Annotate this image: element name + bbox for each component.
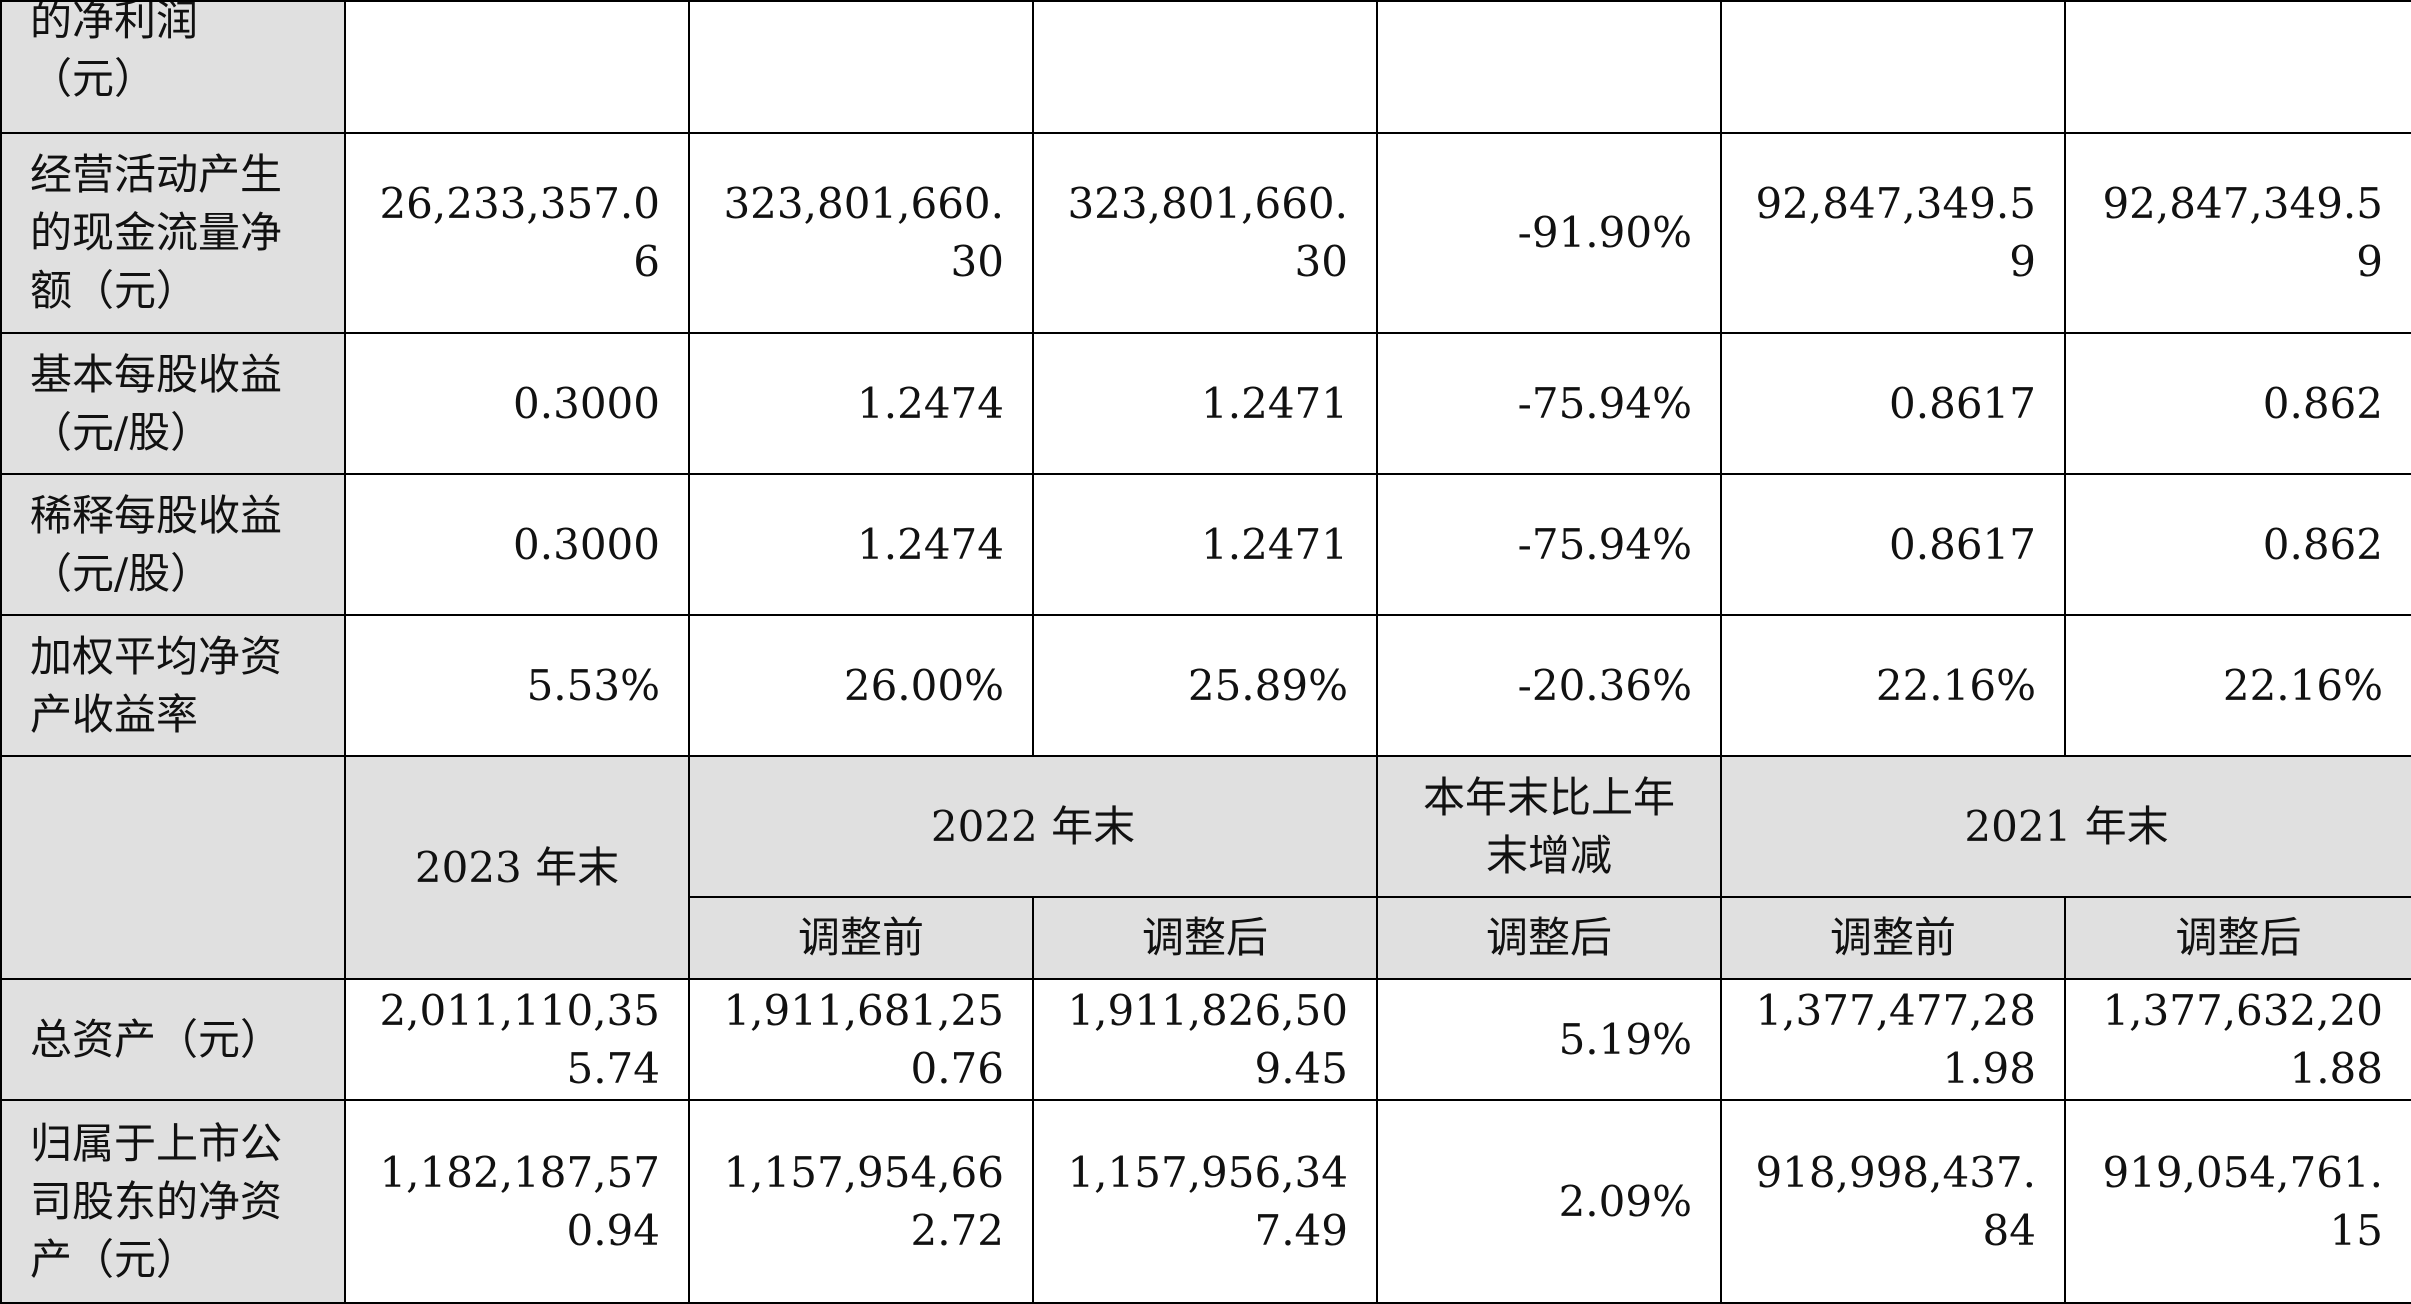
table-cell: -75.94% xyxy=(1376,473,1722,616)
header-2022-before-adjust: 调整前 xyxy=(688,896,1034,980)
table-cell: 323,801,660. 30 xyxy=(688,132,1034,334)
table-cell: 1,911,681,25 0.76 xyxy=(688,978,1034,1101)
header-2023-end: 2023 年末 xyxy=(344,755,690,980)
table-cell: 1.2471 xyxy=(1032,332,1378,475)
row-label: 稀释每股收益 （元/股） xyxy=(0,473,346,616)
table-cell: 0.8617 xyxy=(1720,332,2066,475)
header-2022-end: 2022 年末 xyxy=(688,755,1378,898)
table-cell xyxy=(1376,0,1722,134)
table-cell: 918,998,437. 84 xyxy=(1720,1099,2066,1304)
table-row: 归属于上市公 司股东的净资 产（元） 1,182,187,57 0.94 1,1… xyxy=(0,1099,2411,1304)
table-row: 加权平均净资 产收益率 5.53% 26.00% 25.89% -20.36% … xyxy=(0,614,2411,757)
table-cell: 0.8617 xyxy=(1720,473,2066,616)
table-cell: 0.862 xyxy=(2064,332,2411,475)
table-cell: 1.2474 xyxy=(688,473,1034,616)
table-cell xyxy=(344,0,690,134)
table-cell: -20.36% xyxy=(1376,614,1722,757)
table-cell: 2.09% xyxy=(1376,1099,1722,1304)
table-row: 总资产（元） 2,011,110,35 5.74 1,911,681,25 0.… xyxy=(0,978,2411,1101)
table-cell: 1,157,956,34 7.49 xyxy=(1032,1099,1378,1304)
table-cell: 22.16% xyxy=(2064,614,2411,757)
header-2021-end: 2021 年末 xyxy=(1720,755,2411,898)
table-cell: 0.862 xyxy=(2064,473,2411,616)
row-label: 归属于上市公 司股东的净资 产（元） xyxy=(0,1099,346,1304)
table-cell: 919,054,761. 15 xyxy=(2064,1099,2411,1304)
table-cell: 1,377,477,28 1.98 xyxy=(1720,978,2066,1101)
table-cell: 1.2471 xyxy=(1032,473,1378,616)
table-cell xyxy=(688,0,1034,134)
header-2022-after-adjust: 调整后 xyxy=(1032,896,1378,980)
table-cell: 26,233,357.0 6 xyxy=(344,132,690,334)
table-cell xyxy=(2064,0,2411,134)
table-cell: 1,377,632,20 1.88 xyxy=(2064,978,2411,1101)
header-2021-before-adjust: 调整前 xyxy=(1720,896,2066,980)
subheader-row: 调整前 调整后 调整后 调整前 调整后 xyxy=(1,896,2411,980)
table-cell xyxy=(1032,0,1378,134)
table-cell: 2,011,110,35 5.74 xyxy=(344,978,690,1101)
header-change-after-adjust: 调整后 xyxy=(1376,896,1722,980)
table-row: 稀释每股收益 （元/股） 0.3000 1.2474 1.2471 -75.94… xyxy=(0,473,2411,616)
row-label: 总资产（元） xyxy=(0,978,346,1101)
header-change: 本年末比上年 末增减 xyxy=(1376,755,1722,898)
table-cell: 1.2474 xyxy=(688,332,1034,475)
table-cell: 25.89% xyxy=(1032,614,1378,757)
table-cell: -91.90% xyxy=(1376,132,1722,334)
table-row: 基本每股收益 （元/股） 0.3000 1.2474 1.2471 -75.94… xyxy=(0,332,2411,475)
row-label: 经营活动产生 的现金流量净 额（元） xyxy=(0,132,346,334)
header-2021-after-adjust: 调整后 xyxy=(2064,896,2411,980)
table-cell: 92,847,349.5 9 xyxy=(2064,132,2411,334)
table-cell: 22.16% xyxy=(1720,614,2066,757)
header-row: 2023 年末 2022 年末 本年末比上年 末增减 2021 年末 xyxy=(0,755,2411,980)
header-blank-cell xyxy=(0,755,346,980)
table-cell xyxy=(1720,0,2066,134)
table-cell: 92,847,349.5 9 xyxy=(1720,132,2066,334)
table-cell: 1,182,187,57 0.94 xyxy=(344,1099,690,1304)
table-cell: -75.94% xyxy=(1376,332,1722,475)
row-label: 基本每股收益 （元/股） xyxy=(0,332,346,475)
table-cell: 323,801,660. 30 xyxy=(1032,132,1378,334)
row-label: 的净利润 （元） xyxy=(0,0,346,134)
table-cell: 5.53% xyxy=(344,614,690,757)
table-cell: 5.19% xyxy=(1376,978,1722,1101)
table-cell: 1,157,954,66 2.72 xyxy=(688,1099,1034,1304)
table-cell: 0.3000 xyxy=(344,332,690,475)
row-label: 加权平均净资 产收益率 xyxy=(0,614,346,757)
table-cell: 1,911,826,50 9.45 xyxy=(1032,978,1378,1101)
table-row: 经营活动产生 的现金流量净 额（元） 26,233,357.0 6 323,80… xyxy=(0,132,2411,334)
table-cell: 26.00% xyxy=(688,614,1034,757)
table-cell: 0.3000 xyxy=(344,473,690,616)
table-row: 的净利润 （元） xyxy=(0,0,2411,134)
